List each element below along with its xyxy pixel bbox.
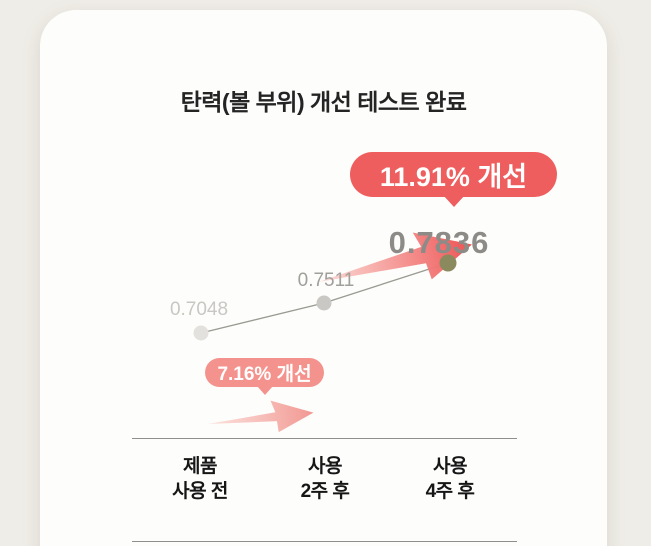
badge-pointer-icon	[442, 195, 465, 207]
result-card: 탄력(볼 부위) 개선 테스트 완료	[40, 10, 607, 546]
data-point-week2	[316, 295, 332, 311]
axis-divider-bottom	[132, 541, 517, 542]
improvement-badge-week2: 7.16% 개선	[205, 358, 324, 395]
x-axis-label-week4-line1: 사용	[433, 456, 467, 477]
improvement-badge-week4: 11.91% 개선	[350, 152, 557, 207]
x-axis-label-week2: 사용 2주 후	[265, 454, 385, 504]
improvement-badge-week2-label: 7.16% 개선	[217, 364, 312, 385]
x-axis-label-week4: 사용 4주 후	[390, 454, 510, 504]
big-improvement-arrow-icon	[318, 232, 472, 282]
x-axis-label-before: 제품 사용 전	[140, 454, 260, 504]
data-point-before	[193, 325, 209, 341]
x-axis-label-week4-line2: 4주 후	[425, 481, 475, 502]
value-label-before: 0.7048	[169, 299, 229, 320]
trend-line-chart	[193, 232, 472, 433]
small-improvement-arrow-icon	[208, 400, 314, 433]
x-axis-label-week2-line1: 사용	[308, 456, 342, 477]
x-axis-label-before-line1: 제품	[183, 456, 217, 477]
axis-divider-top	[132, 438, 517, 439]
data-point-week4	[439, 254, 457, 272]
value-label-week4: 0.7836	[388, 225, 490, 260]
chart-title: 탄력(볼 부위) 개선 테스트 완료	[180, 89, 467, 115]
badge-pointer-icon	[256, 386, 273, 395]
x-axis-label-before-line2: 사용 전	[172, 481, 228, 502]
x-axis-label-week2-line2: 2주 후	[300, 481, 350, 502]
improvement-badge-week4-label: 11.91% 개선	[379, 162, 528, 192]
value-label-week2: 0.7511	[297, 270, 355, 291]
